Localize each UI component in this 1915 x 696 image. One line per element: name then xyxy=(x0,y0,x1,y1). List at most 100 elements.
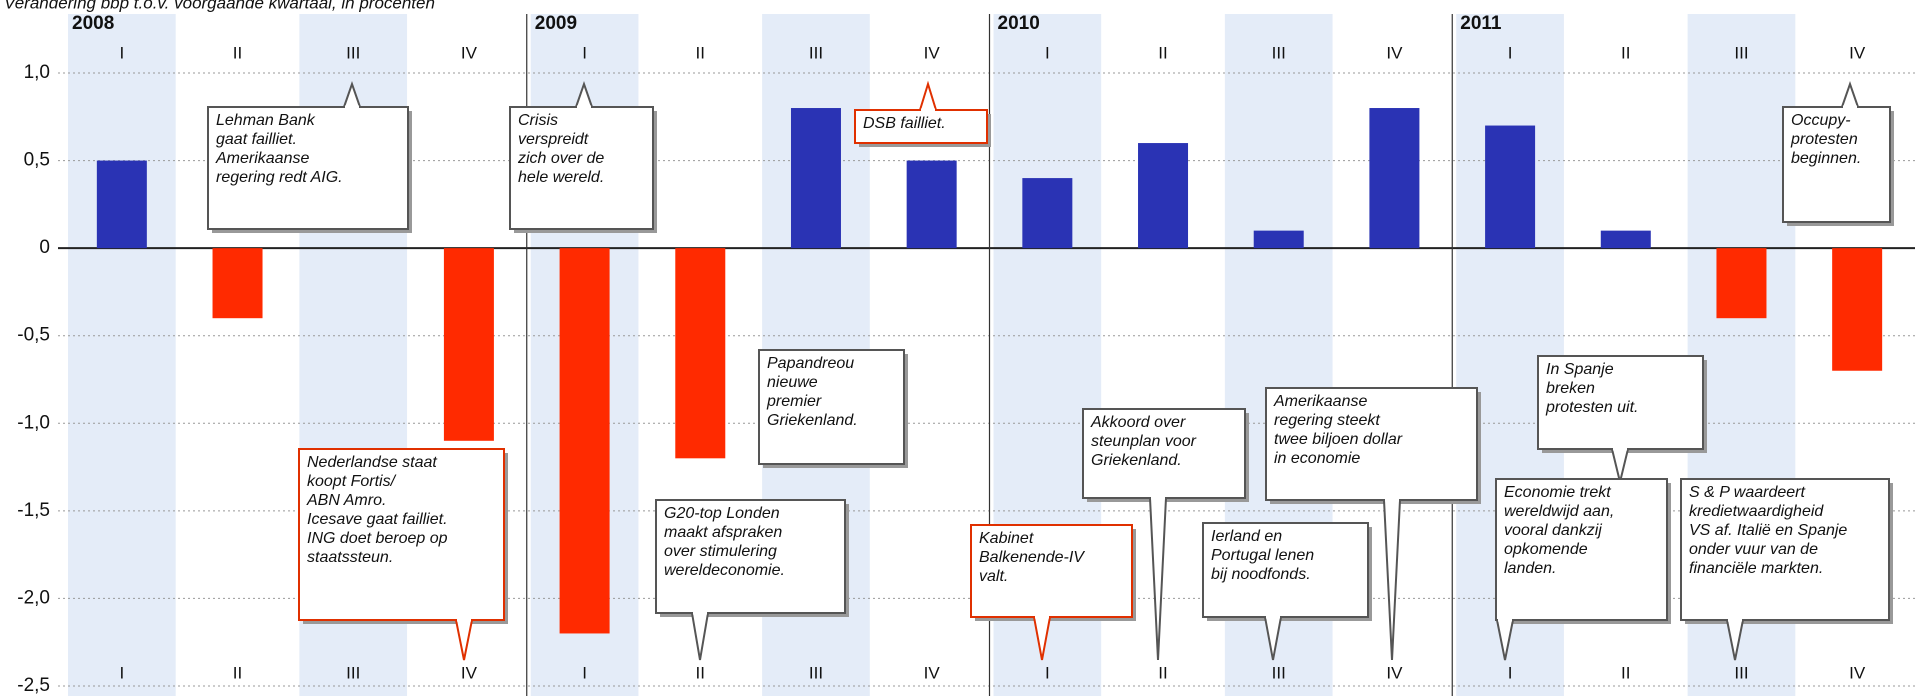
annotation-text: Balkenende-IV xyxy=(979,549,1085,566)
annotation-text: Crisis xyxy=(518,112,558,129)
quarter-shade xyxy=(68,14,176,696)
x-tick-label: IV xyxy=(924,43,941,62)
annotation-text: S & P waardeert xyxy=(1689,484,1805,501)
annotation-text: regering redt AIG. xyxy=(216,169,343,186)
x-tick-label: I xyxy=(1045,663,1050,682)
annotation: Akkoord over steunplan voor Griekenland. xyxy=(1082,408,1249,661)
annotation: Crisis verspreidt zich over de hele wereld. xyxy=(509,80,657,233)
x-tick-label: I xyxy=(582,43,587,62)
annotation-text: onder vuur van de xyxy=(1689,541,1818,558)
year-label: 2008 xyxy=(72,13,114,34)
annotation-text: verspreidt xyxy=(518,131,589,148)
annotation-text: kredietwaardigheid xyxy=(1689,503,1824,520)
annotation-text: Kabinet xyxy=(979,530,1034,547)
annotation-text: maakt afspraken xyxy=(664,524,782,541)
bar xyxy=(1600,230,1651,249)
annotation-text: Griekenland. xyxy=(1091,452,1182,469)
bar xyxy=(790,108,841,249)
annotation-text: Icesave gaat failliet. xyxy=(307,511,448,528)
annotation: Nederlandse staat koopt Fortis/ABN Amro. I… xyxy=(298,448,508,661)
annotation-text: ING doet beroep op xyxy=(307,530,448,547)
chart-subtitle: Verandering bbp t.o.v. voorgaande kwarta… xyxy=(4,0,435,12)
annotation-text: VS af. Italië en Spanje xyxy=(1689,522,1847,539)
x-tick-label: II xyxy=(1158,663,1167,682)
bar xyxy=(1253,230,1304,249)
x-tick-label: I xyxy=(1508,663,1513,682)
x-tick-label: II xyxy=(696,663,705,682)
y-tick-label: -2,0 xyxy=(17,587,50,608)
annotation-text: In Spanje xyxy=(1546,361,1614,378)
annotation: Occupy-protesten beginnen. xyxy=(1782,80,1894,226)
x-tick-label: II xyxy=(1621,663,1630,682)
annotation-text: nieuwe xyxy=(767,374,818,391)
annotation-text: wereldwijd aan, xyxy=(1504,503,1614,520)
annotation-text: koopt Fortis/ xyxy=(307,473,397,490)
annotation-text: Papandreou xyxy=(767,355,854,372)
year-label: 2011 xyxy=(1460,13,1502,34)
x-tick-label: I xyxy=(119,663,124,682)
x-tick-label: II xyxy=(1158,43,1167,62)
annotation-text: valt. xyxy=(979,568,1008,585)
annotation: Ierland en Portugal lenen bij noodfonds. xyxy=(1202,522,1372,661)
bar xyxy=(906,160,957,249)
annotation-text: in economie xyxy=(1274,450,1360,467)
annotation-text: zich over de xyxy=(517,150,604,167)
annotation-text: DSB failliet. xyxy=(863,115,946,132)
annotation-text: opkomende xyxy=(1504,541,1588,558)
year-label: 2009 xyxy=(535,13,577,34)
annotation-box xyxy=(970,524,1133,618)
y-tick-label: -1,5 xyxy=(17,500,50,521)
annotation-text: landen. xyxy=(1504,560,1557,577)
x-tick-label: IV xyxy=(461,43,478,62)
bar xyxy=(1485,125,1536,249)
annotation: Papandreou nieuwe premier Griekenland. xyxy=(758,349,908,468)
annotation-text: gaat failliet. xyxy=(216,131,297,148)
x-tick-label: III xyxy=(1272,663,1286,682)
annotation-text: premier xyxy=(766,393,822,410)
x-tick-label: III xyxy=(1272,43,1286,62)
annotation-text: hele wereld. xyxy=(518,169,604,186)
x-tick-label: II xyxy=(696,43,705,62)
annotation-text: wereldeconomie. xyxy=(664,562,785,579)
annotation-text: over stimulering xyxy=(664,543,777,560)
annotation-text: regering steekt xyxy=(1274,412,1380,429)
annotation-pointer xyxy=(1148,497,1168,661)
annotation-pointer xyxy=(918,80,938,111)
annotation-text: Nederlandse staat xyxy=(307,454,437,471)
x-tick-label: IV xyxy=(1849,43,1866,62)
annotation-text: beginnen. xyxy=(1791,150,1861,167)
annotation-text: Amerikaanse xyxy=(1273,393,1367,410)
x-tick-label: II xyxy=(1621,43,1630,62)
annotation-text: Ierland en xyxy=(1211,528,1282,545)
annotation-text: breken xyxy=(1546,380,1595,397)
annotation-box xyxy=(1680,478,1890,621)
x-tick-label: IV xyxy=(461,663,478,682)
bar xyxy=(1369,108,1420,249)
annotation: G20-top Londen maakt afspraken over stimul… xyxy=(655,499,849,661)
x-tick-label: III xyxy=(346,663,360,682)
annotation-pointer xyxy=(690,612,710,661)
annotation-pointer xyxy=(1840,80,1860,108)
annotation-text: Portugal lenen xyxy=(1211,547,1314,564)
y-tick-label: -0,5 xyxy=(17,325,50,346)
annotation-text: bij noodfonds. xyxy=(1211,566,1311,583)
annotation-text: Griekenland. xyxy=(767,412,858,429)
annotation-text: steunplan voor xyxy=(1091,433,1197,450)
annotation: Amerikaanse regering steekt twee biljoen d… xyxy=(1265,387,1481,661)
x-tick-label: III xyxy=(1734,43,1748,62)
x-tick-label: IV xyxy=(1386,43,1403,62)
annotation-text: ABN Amro. xyxy=(306,492,386,509)
annotation: Lehman Bank gaat failliet. Amerikaanse rege… xyxy=(207,80,412,233)
annotation-text: Akkoord over xyxy=(1090,414,1186,431)
annotation: S & P waardeert kredietwaardigheid VS af. … xyxy=(1680,478,1893,661)
annotation-text: G20-top Londen xyxy=(664,505,780,522)
annotation-text: twee biljoen dollar xyxy=(1274,431,1403,448)
x-tick-label: III xyxy=(346,43,360,62)
bar xyxy=(675,248,726,459)
x-tick-label: IV xyxy=(924,663,941,682)
annotation-text: vooral dankzij xyxy=(1504,522,1602,539)
bar xyxy=(212,248,263,319)
annotation: Kabinet Balkenende-IV valt. xyxy=(970,524,1136,661)
x-tick-label: II xyxy=(233,43,242,62)
bar xyxy=(1832,248,1883,371)
